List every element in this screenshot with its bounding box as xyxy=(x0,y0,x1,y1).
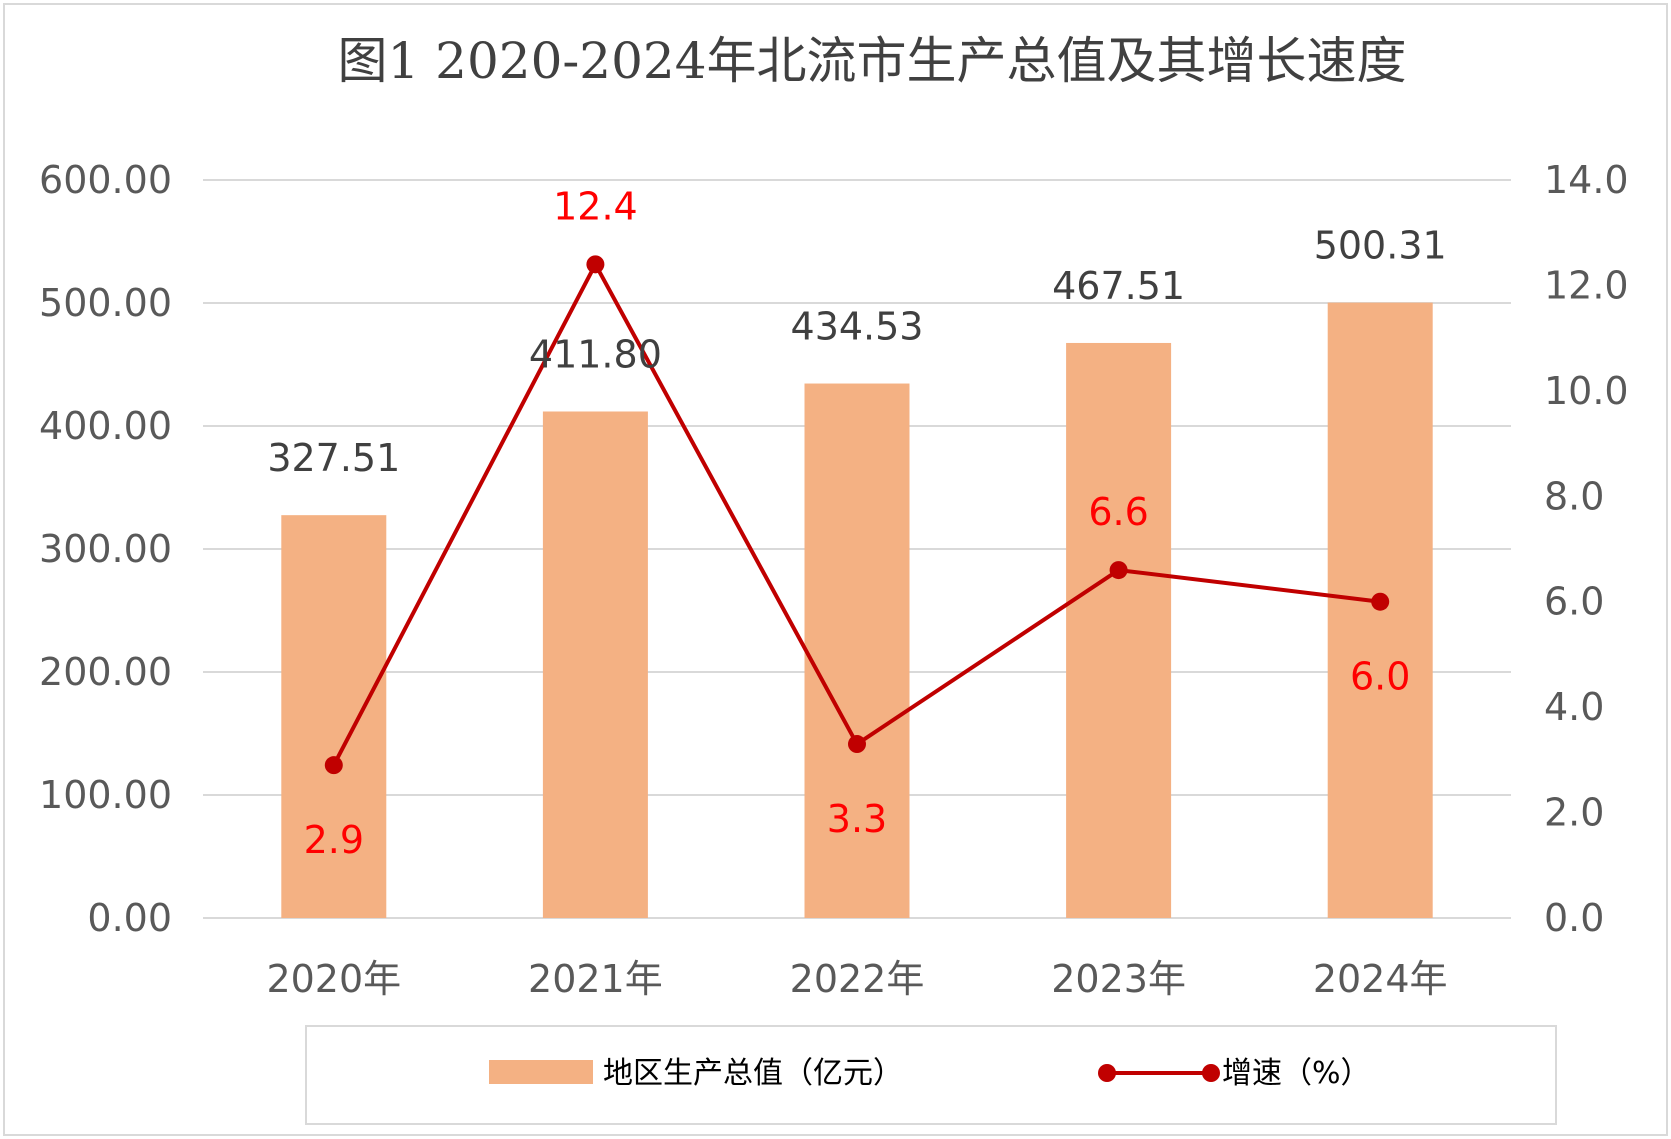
left-tick-label: 500.00 xyxy=(39,281,172,325)
right-tick-label: 10.0 xyxy=(1544,369,1629,413)
line-data-labels: 2.9 12.4 3.3 6.6 6.0 xyxy=(304,184,1411,862)
right-tick-label: 12.0 xyxy=(1544,263,1629,307)
bar-data-label: 467.51 xyxy=(1052,264,1185,308)
line-data-label: 12.4 xyxy=(553,184,638,228)
left-axis: 0.00 100.00 200.00 300.00 400.00 500.00 600.00 xyxy=(39,158,172,940)
line-point xyxy=(848,735,866,754)
left-tick-label: 100.00 xyxy=(39,773,172,817)
right-tick-label: 8.0 xyxy=(1544,474,1604,518)
line-point xyxy=(324,756,343,775)
bar-series xyxy=(281,302,1433,919)
legend-line-label: 增速（%） xyxy=(1222,1056,1371,1091)
left-tick-label: 400.00 xyxy=(39,404,172,448)
category-label: 2021年 xyxy=(528,957,663,1001)
line-point xyxy=(1109,561,1128,580)
left-tick-label: 600.00 xyxy=(39,158,172,202)
category-label: 2024年 xyxy=(1313,957,1448,1001)
legend-box xyxy=(305,1025,1557,1125)
legend-bar-label: 地区生产总值（亿元） xyxy=(603,1056,903,1091)
line-data-label: 3.3 xyxy=(827,797,887,841)
left-tick-label: 0.00 xyxy=(87,896,172,940)
line-data-label: 6.0 xyxy=(1350,655,1410,699)
line-point xyxy=(586,255,605,274)
left-tick-label: 300.00 xyxy=(39,527,172,571)
bar-data-label: 434.53 xyxy=(791,305,924,349)
category-label: 2023年 xyxy=(1051,957,1186,1001)
bar-data-label: 327.51 xyxy=(267,436,400,480)
line-series xyxy=(324,255,1390,775)
right-axis: 0.0 2.0 4.0 6.0 8.0 10.0 12.0 14.0 xyxy=(1544,158,1629,940)
bar-data-labels: 327.51 411.80 434.53 467.51 500.31 xyxy=(267,224,1446,481)
right-tick-label: 2.0 xyxy=(1544,791,1604,835)
bar xyxy=(542,411,648,918)
bar-data-label: 500.31 xyxy=(1314,224,1447,268)
right-tick-label: 14.0 xyxy=(1544,158,1629,202)
line-point xyxy=(1371,592,1390,611)
legend-bar-swatch xyxy=(489,1060,593,1084)
right-tick-label: 6.0 xyxy=(1544,580,1604,624)
line-data-label: 6.6 xyxy=(1088,490,1148,534)
bar xyxy=(1066,342,1172,918)
chart-title: 图1 2020-2024年北流市生产总值及其增长速度 xyxy=(337,32,1406,90)
legend-line-marker xyxy=(1202,1064,1220,1082)
bar xyxy=(281,515,387,918)
bar xyxy=(804,383,910,919)
right-tick-label: 0.0 xyxy=(1544,896,1604,940)
category-label: 2022年 xyxy=(790,957,925,1001)
legend-line-marker xyxy=(1098,1064,1116,1082)
right-tick-label: 4.0 xyxy=(1544,685,1604,729)
line-data-label: 2.9 xyxy=(304,818,364,862)
category-label: 2020年 xyxy=(266,957,401,1001)
legend: 地区生产总值（亿元） 增速（%） xyxy=(305,1025,1557,1125)
left-tick-label: 200.00 xyxy=(39,650,172,694)
bar-data-label: 411.80 xyxy=(529,332,662,376)
category-axis: 2020年 2021年 2022年 2023年 2024年 xyxy=(266,957,1447,1001)
